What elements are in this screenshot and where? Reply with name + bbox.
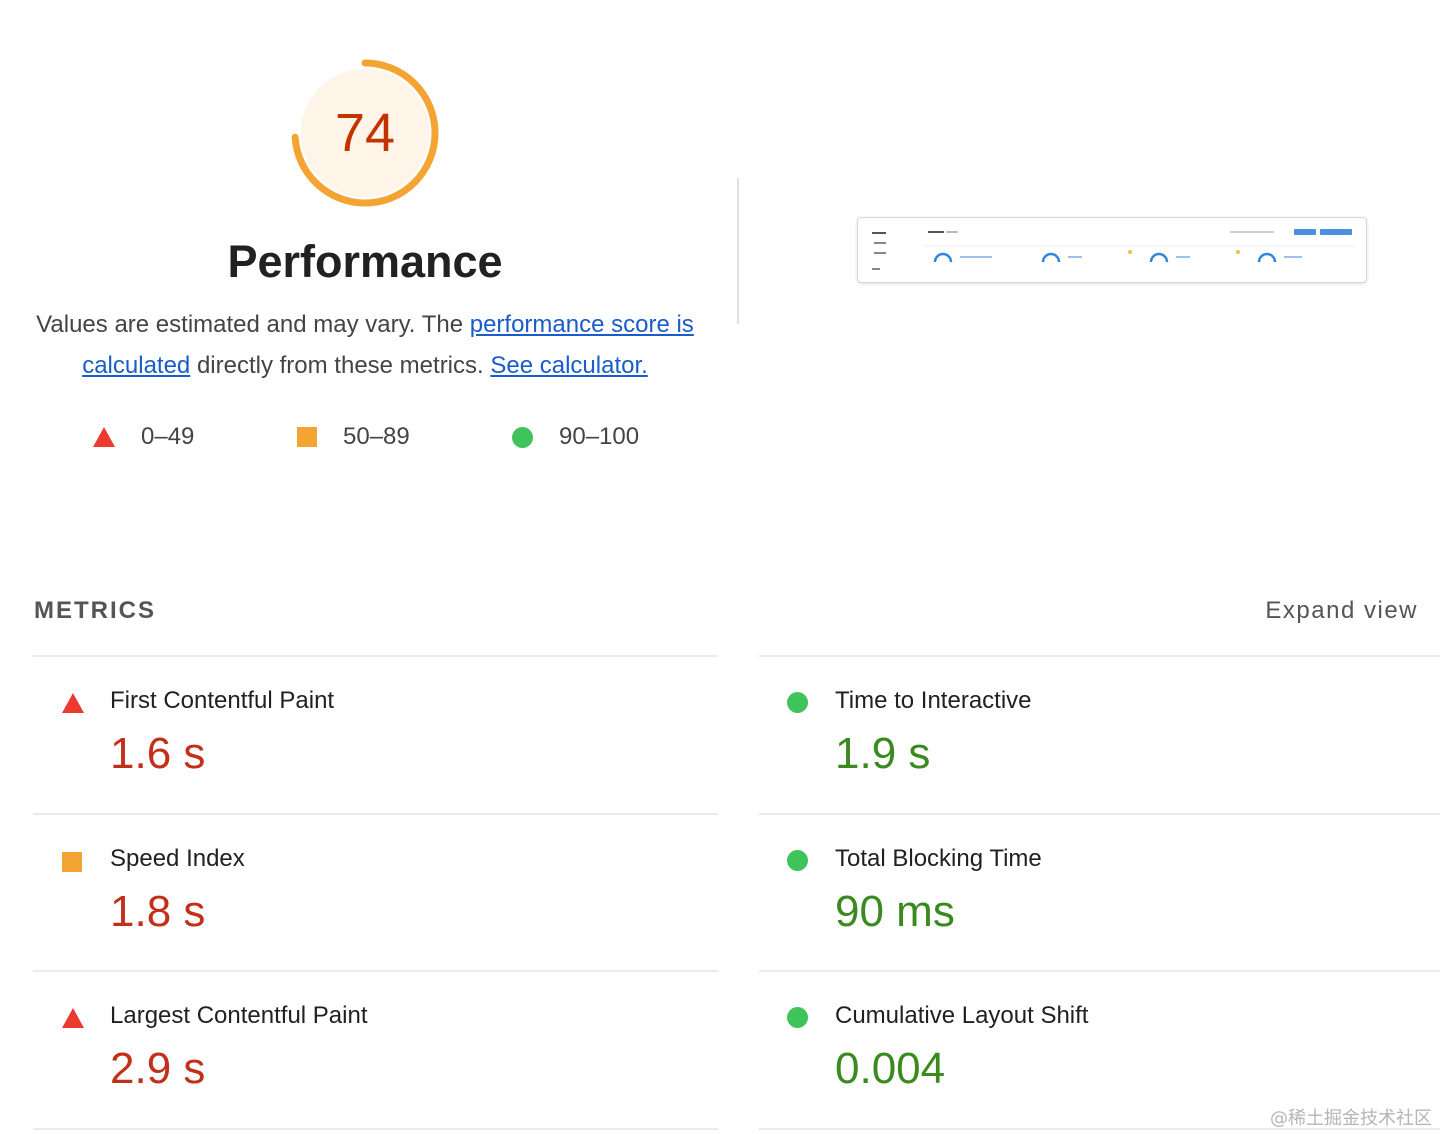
vertical-divider (737, 178, 739, 324)
gauge-ring (291, 59, 439, 207)
performance-score-gauge: 74 (290, 58, 440, 208)
row-divider (759, 655, 1440, 657)
performance-score-link[interactable]: performance score is calculated (82, 311, 694, 379)
watermark: @稀土掘金技术社区 (1270, 1108, 1432, 1129)
legend-item-average: 50–89 (297, 422, 410, 452)
triangle-icon (62, 693, 84, 713)
metric-value: 90 ms (835, 887, 955, 936)
metric-cumulative-layout-shift: Cumulative Layout Shift 0.004 (787, 972, 1440, 1122)
legend-item-pass: 90–100 (512, 422, 639, 452)
metric-name: Total Blocking Time (835, 845, 1042, 872)
metric-value: 1.6 s (110, 729, 206, 778)
row-divider (759, 813, 1440, 815)
circle-icon (787, 692, 808, 713)
triangle-icon (93, 427, 115, 447)
metric-largest-contentful-paint: Largest Contentful Paint 2.9 s (62, 972, 722, 1122)
performance-score: 74 (334, 103, 396, 163)
circle-icon (512, 426, 533, 448)
square-icon (297, 427, 317, 447)
gauge-arc (291, 59, 439, 207)
row-divider (33, 1128, 718, 1130)
score-description: Values are estimated and may vary. The p… (30, 304, 700, 386)
metric-name: Largest Contentful Paint (110, 1002, 368, 1029)
metric-name: Time to Interactive (835, 687, 1032, 714)
metric-name: First Contentful Paint (110, 687, 335, 714)
description-prefix: Values are estimated and may vary. The (36, 311, 470, 338)
metric-name: Cumulative Layout Shift (835, 1002, 1089, 1029)
see-calculator-link[interactable]: See calculator. (490, 352, 648, 379)
triangle-icon (62, 1008, 84, 1028)
row-divider (759, 970, 1440, 972)
metric-value: 1.8 s (110, 887, 206, 936)
metric-first-contentful-paint: First Contentful Paint 1.6 s (62, 657, 722, 807)
metric-time-to-interactive: Time to Interactive 1.9 s (787, 657, 1440, 807)
metrics-section-title: METRICS (34, 597, 156, 624)
metric-name: Speed Index (110, 845, 245, 872)
square-icon (62, 852, 82, 872)
row-divider (33, 970, 718, 972)
circle-icon (787, 1007, 808, 1028)
description-middle: directly from these metrics. (190, 352, 491, 379)
metric-value: 2.9 s (110, 1044, 206, 1093)
category-title: Performance (227, 236, 503, 287)
circle-icon (787, 850, 808, 871)
row-divider (33, 813, 718, 815)
page-preview-image (872, 229, 1354, 270)
gauge-background (301, 69, 429, 197)
row-divider (33, 655, 718, 657)
legend-label: 90–100 (559, 423, 640, 450)
legend-label: 50–89 (343, 423, 410, 450)
metric-value: 1.9 s (835, 729, 931, 778)
legend-label: 0–49 (141, 423, 195, 450)
metric-value: 0.004 (835, 1044, 946, 1093)
metric-total-blocking-time: Total Blocking Time 90 ms (787, 815, 1440, 965)
metric-speed-index: Speed Index 1.8 s (62, 815, 722, 965)
legend-item-fail: 0–49 (93, 422, 194, 452)
final-screenshot-thumbnail[interactable] (857, 217, 1367, 283)
row-divider (759, 1128, 1440, 1130)
expand-view-toggle[interactable]: Expand view (1265, 597, 1418, 624)
